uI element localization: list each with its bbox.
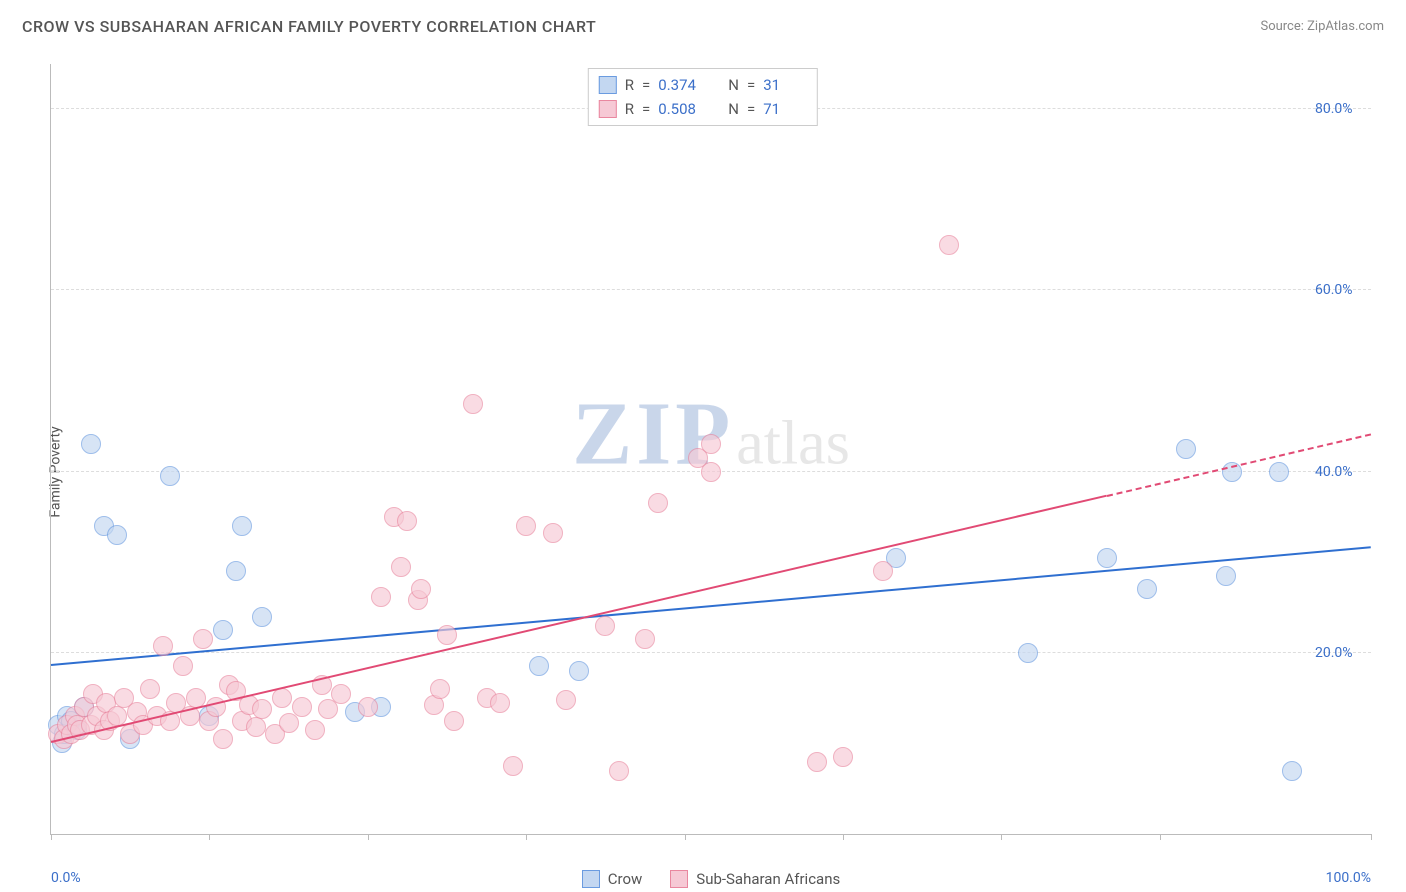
legend-swatch <box>670 870 688 888</box>
scatter-point <box>1176 439 1196 459</box>
scatter-point <box>358 697 378 717</box>
scatter-point <box>371 587 391 607</box>
page-title: CROW VS SUBSAHARAN AFRICAN FAMILY POVERT… <box>22 17 596 36</box>
x-tick <box>843 834 844 840</box>
scatter-point <box>1137 579 1157 599</box>
scatter-point <box>490 693 510 713</box>
scatter-point <box>81 434 101 454</box>
legend-label: Sub-Saharan Africans <box>696 870 840 888</box>
scatter-point <box>173 656 193 676</box>
scatter-point <box>444 711 464 731</box>
scatter-point <box>503 756 523 776</box>
scatter-point <box>232 516 252 536</box>
gridline-h <box>51 652 1371 653</box>
stats-n-label: N <box>728 100 739 118</box>
scatter-point <box>331 684 351 704</box>
scatter-point <box>648 493 668 513</box>
scatter-point <box>246 717 266 737</box>
x-tick-label: 100.0% <box>1326 870 1371 886</box>
x-tick <box>209 834 210 840</box>
watermark-atlas: atlas <box>736 408 850 479</box>
scatter-point <box>279 713 299 733</box>
bottom-legend: Crow Sub-Saharan Africans <box>51 870 1371 888</box>
legend-item: Sub-Saharan Africans <box>670 870 840 888</box>
x-tick <box>51 834 52 840</box>
stats-n-label: N <box>728 76 739 94</box>
legend-swatch <box>599 76 617 94</box>
stats-legend-row: R=0.508N=71 <box>599 97 807 121</box>
scatter-point <box>153 636 173 656</box>
scatter-point <box>397 511 417 531</box>
stats-n-value: 31 <box>763 76 807 94</box>
scatter-point <box>543 523 563 543</box>
stats-n-value: 71 <box>763 100 807 118</box>
scatter-point <box>272 688 292 708</box>
scatter-point <box>1097 548 1117 568</box>
scatter-point <box>463 394 483 414</box>
scatter-point <box>193 629 213 649</box>
scatter-point <box>430 679 450 699</box>
scatter-point <box>1269 462 1289 482</box>
scatter-point <box>939 235 959 255</box>
trend-line <box>51 547 1371 667</box>
stats-r-value: 0.508 <box>658 100 702 118</box>
scatter-point <box>701 462 721 482</box>
x-tick <box>526 834 527 840</box>
source-attribution: Source: ZipAtlas.com <box>1260 19 1384 34</box>
scatter-point <box>516 516 536 536</box>
x-tick <box>1371 834 1372 840</box>
plot-area: ZIP atlas CrowSub-Saharan Africans 20.0%… <box>50 64 1371 835</box>
scatter-point <box>701 434 721 454</box>
scatter-point <box>1018 643 1038 663</box>
scatter-point <box>595 616 615 636</box>
scatter-point <box>140 679 160 699</box>
scatter-point <box>411 579 431 599</box>
stats-r-label: R <box>625 76 634 94</box>
scatter-point <box>391 557 411 577</box>
scatter-point <box>160 466 180 486</box>
scatter-point <box>873 561 893 581</box>
legend-item: Crow <box>582 870 643 888</box>
legend-label: Crow <box>608 870 643 888</box>
legend-swatch <box>599 100 617 118</box>
y-tick-label: 80.0% <box>1315 101 1365 117</box>
x-tick-label: 0.0% <box>51 870 81 886</box>
legend-swatch <box>582 870 600 888</box>
stats-legend-box: R=0.374N=31R=0.508N=71 <box>588 68 818 126</box>
scatter-point <box>833 747 853 767</box>
scatter-point <box>305 720 325 740</box>
scatter-point <box>213 729 233 749</box>
scatter-point <box>1282 761 1302 781</box>
gridline-h <box>51 289 1371 290</box>
scatter-point <box>292 697 312 717</box>
x-tick <box>1001 834 1002 840</box>
x-tick <box>1160 834 1161 840</box>
scatter-point <box>252 699 272 719</box>
y-tick-label: 40.0% <box>1315 464 1365 480</box>
scatter-point <box>1216 566 1236 586</box>
stats-legend-row: R=0.374N=31 <box>599 73 807 97</box>
scatter-point <box>213 620 233 640</box>
y-tick-label: 20.0% <box>1315 645 1365 661</box>
stats-r-label: R <box>625 100 634 118</box>
scatter-point <box>635 629 655 649</box>
scatter-point <box>609 761 629 781</box>
scatter-point <box>569 661 589 681</box>
y-tick-label: 60.0% <box>1315 282 1365 298</box>
scatter-point <box>529 656 549 676</box>
x-tick <box>685 834 686 840</box>
scatter-point <box>556 690 576 710</box>
scatter-point <box>107 525 127 545</box>
scatter-point <box>437 625 457 645</box>
correlation-chart: Family Poverty ZIP atlas CrowSub-Saharan… <box>0 44 1406 892</box>
scatter-point <box>807 752 827 772</box>
x-tick <box>368 834 369 840</box>
stats-r-value: 0.374 <box>658 76 702 94</box>
scatter-point <box>252 607 272 627</box>
scatter-point <box>226 561 246 581</box>
